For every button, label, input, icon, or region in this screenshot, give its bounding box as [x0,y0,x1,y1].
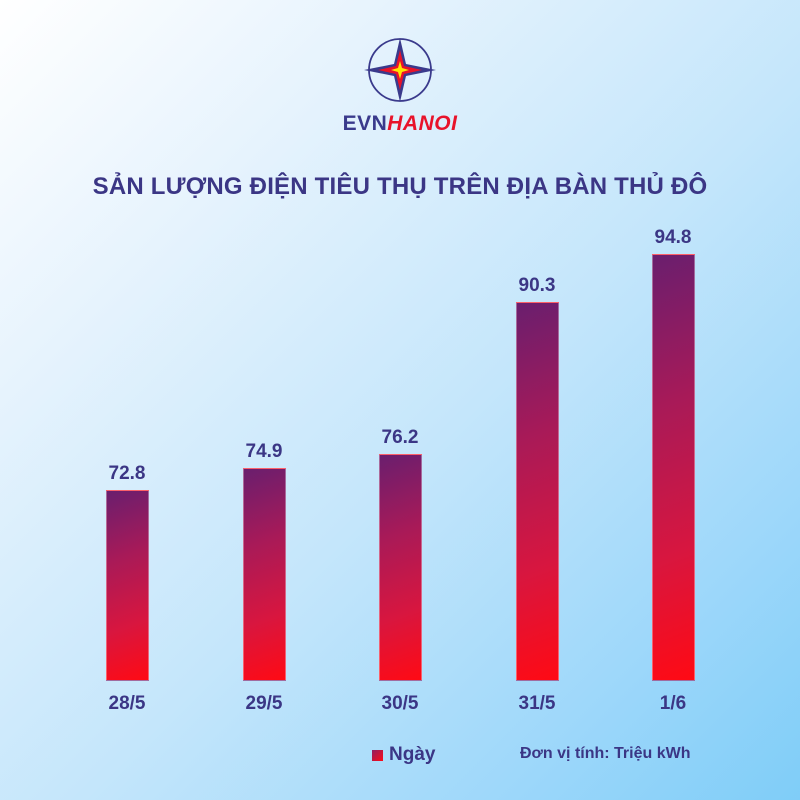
category-label: 30/5 [381,693,419,714]
evn-logo-icon [364,38,436,102]
brand-evn: EVN [342,112,388,135]
legend-swatch-icon [372,749,383,761]
brand-wordmark: EVNHANOI [0,112,800,136]
chart-title: SẢN LƯỢNG ĐIỆN TIÊU THỤ TRÊN ĐỊA BÀN THỦ… [92,173,708,200]
bar-1-6 [652,254,695,681]
category-label: 1/6 [659,693,687,714]
brand-hanoi: HANOI [387,112,458,135]
value-label: 94.8 [654,227,692,248]
bar-31-5 [516,302,559,681]
legend: Ngày [372,744,435,766]
value-label: 74.9 [245,440,283,462]
unit-note: Đơn vị tính: Triệu kWh [520,745,691,762]
bar-30-5 [379,453,422,681]
legend-label: Ngày [389,744,436,765]
category-label: 29/5 [245,693,283,714]
value-label: 72.8 [108,463,146,485]
bar-29-5 [243,467,286,681]
value-label: 90.3 [518,275,556,297]
category-label: 28/5 [108,693,146,714]
category-label: 31/5 [518,693,556,714]
bar-28-5 [106,490,149,681]
value-label: 76.2 [381,426,419,448]
